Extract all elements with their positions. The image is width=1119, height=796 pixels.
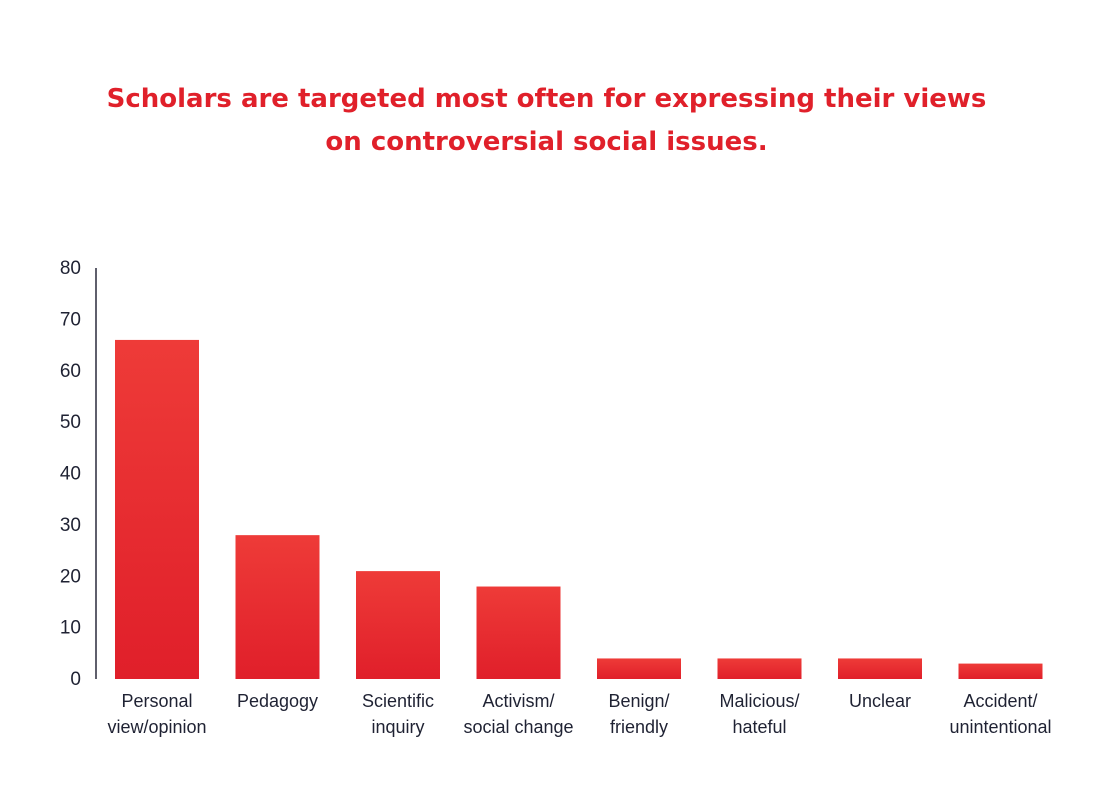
y-tick-label: 50 bbox=[60, 412, 81, 433]
bar bbox=[235, 535, 320, 679]
x-category-label: Pedagogy bbox=[237, 691, 318, 711]
chart-title-line-1: Scholars are targeted most often for exp… bbox=[106, 84, 987, 114]
y-tick-label: 10 bbox=[60, 618, 81, 639]
chart-title-line-2: on controversial social issues. bbox=[325, 127, 768, 157]
x-axis-labels: Personal view/opinion Pedagogy Scientific in… bbox=[107, 691, 1051, 737]
x-category-label: Personal bbox=[121, 691, 192, 711]
x-category-label: Malicious/ bbox=[719, 691, 799, 711]
chart-title: Scholars are targeted most often for exp… bbox=[0, 78, 1093, 164]
x-category-label: friendly bbox=[610, 717, 668, 737]
bar bbox=[476, 586, 561, 679]
y-tick-label: 40 bbox=[60, 464, 81, 485]
x-category-label: view/opinion bbox=[107, 717, 206, 737]
x-category-label: social change bbox=[463, 717, 573, 737]
bar bbox=[717, 658, 802, 679]
x-category-label: hateful bbox=[732, 717, 786, 737]
x-category-label: inquiry bbox=[371, 717, 424, 737]
x-category-label: Accident/ bbox=[963, 691, 1037, 711]
y-tick-label: 0 bbox=[70, 669, 81, 690]
bar bbox=[597, 658, 681, 679]
x-category-label: Unclear bbox=[849, 691, 911, 711]
bars bbox=[115, 339, 1043, 679]
bar bbox=[115, 339, 199, 679]
y-tick-label: 60 bbox=[60, 361, 81, 382]
y-tick-label: 80 bbox=[60, 258, 81, 279]
bar bbox=[838, 658, 922, 679]
x-category-label: Scientific bbox=[362, 691, 434, 711]
y-tick-label: 70 bbox=[60, 309, 81, 330]
x-category-label: Benign/ bbox=[608, 691, 669, 711]
bar bbox=[356, 571, 440, 679]
bar bbox=[958, 663, 1043, 679]
y-axis: 0 10 20 30 40 50 60 70 80 bbox=[60, 258, 97, 690]
y-tick-label: 30 bbox=[60, 515, 81, 536]
x-category-label: Activism/ bbox=[483, 691, 555, 711]
y-tick-label: 20 bbox=[60, 566, 81, 587]
x-category-label: unintentional bbox=[949, 717, 1051, 737]
